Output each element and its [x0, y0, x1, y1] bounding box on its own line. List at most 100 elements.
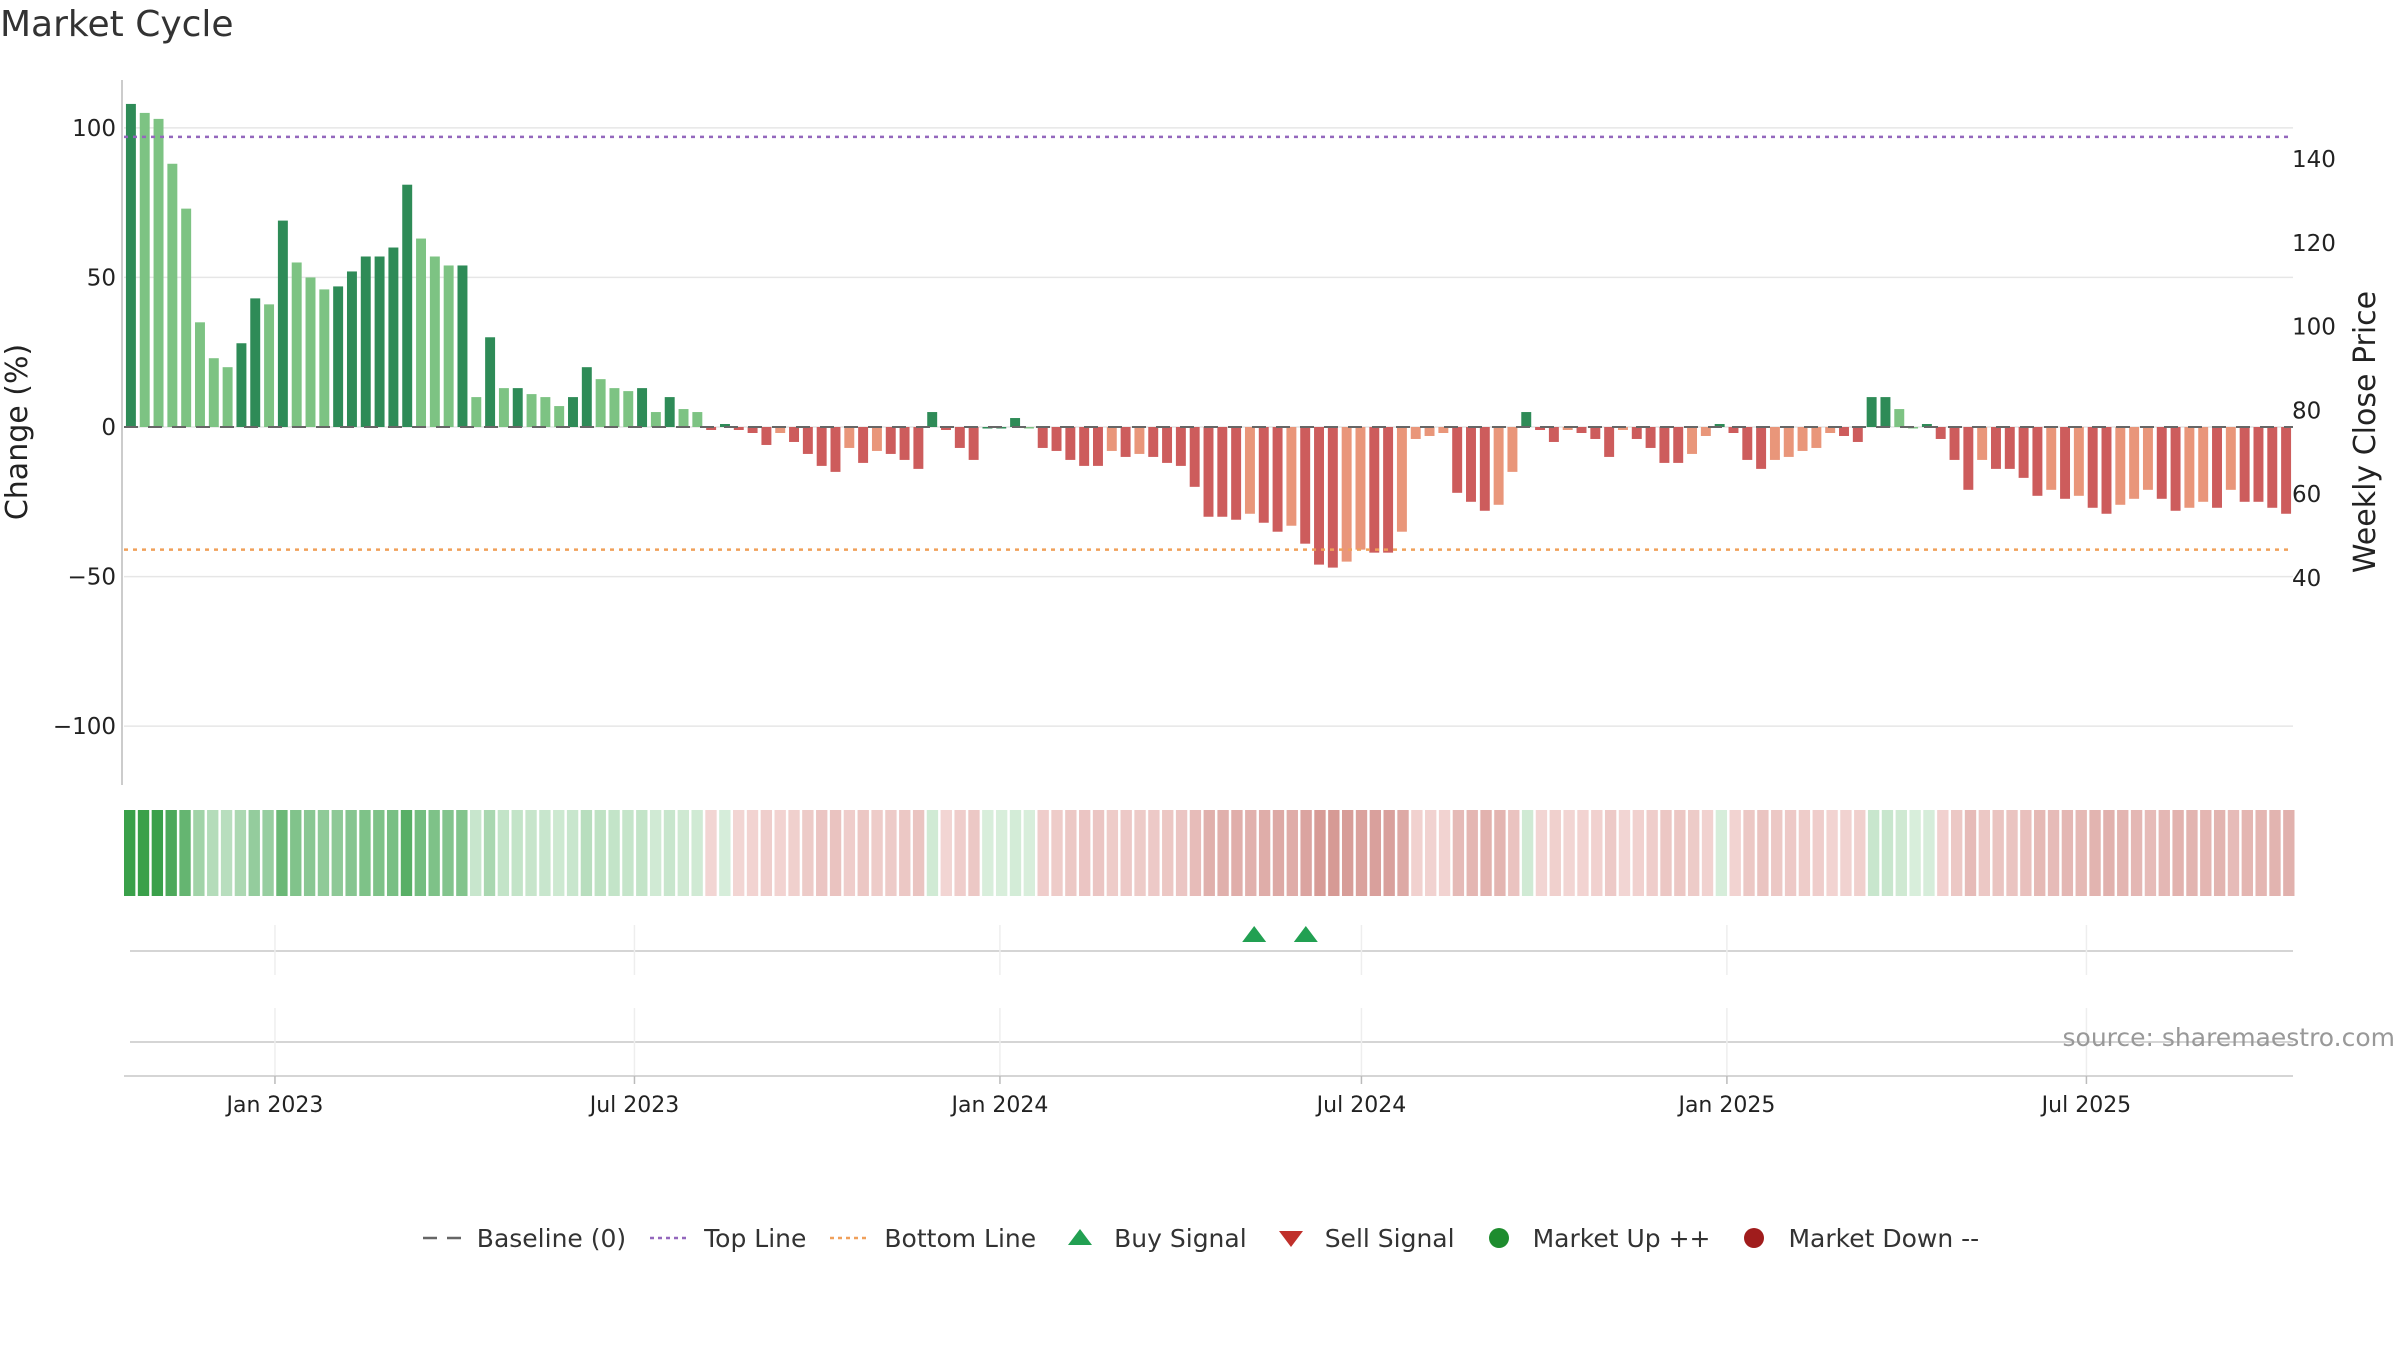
- heat-cell: [2061, 810, 2074, 896]
- heat-cell: [1162, 810, 1174, 896]
- heat-cell: [2241, 810, 2253, 896]
- change-bar: [1023, 427, 1034, 429]
- heat-cell: [1314, 810, 1326, 896]
- heat-cell: [982, 810, 994, 896]
- change-bar: [1507, 427, 1518, 472]
- change-bar: [982, 427, 993, 429]
- heat-cell: [179, 810, 191, 896]
- change-bar: [733, 427, 744, 430]
- change-bar: [954, 427, 965, 448]
- heat-cell: [1203, 810, 1215, 896]
- change-bar: [858, 427, 869, 463]
- heat-cell: [1950, 810, 1963, 896]
- heat-cell: [553, 810, 565, 896]
- change-bar: [2267, 427, 2278, 508]
- heat-cell: [1549, 810, 1561, 896]
- change-bar: [775, 427, 786, 433]
- change-bar: [2060, 427, 2071, 499]
- heat-cell: [539, 810, 551, 896]
- legend-label: Bottom Line: [884, 1223, 1037, 1253]
- change-bar: [1935, 427, 1946, 439]
- change-bar: [568, 397, 578, 428]
- y2-tick-label: 140: [2292, 147, 2336, 173]
- legend-label: Sell Signal: [1324, 1223, 1455, 1253]
- change-bar: [2087, 427, 2098, 508]
- heat-cell: [1674, 810, 1686, 896]
- change-bar: [2018, 427, 2029, 478]
- change-bar: [153, 118, 164, 428]
- heat-cell: [1840, 810, 1852, 896]
- change-bar: [125, 103, 136, 428]
- heat-cell: [1065, 810, 1077, 896]
- heat-cell: [1854, 810, 1866, 896]
- change-bar: [1051, 427, 1062, 451]
- change-bar: [1921, 424, 1932, 428]
- heat-cell: [649, 810, 662, 896]
- change-bar: [941, 427, 951, 430]
- heat-cell: [1106, 810, 1119, 896]
- heat-cell: [2089, 810, 2101, 896]
- legend: Baseline (0) Top Line Bottom Line Buy Signa…: [0, 1213, 2400, 1263]
- heat-cell: [2117, 810, 2129, 896]
- heat-cell: [2172, 810, 2184, 896]
- legend-item: Market Up ++: [1477, 1224, 1710, 1253]
- change-bar: [1424, 427, 1435, 436]
- change-bar: [498, 388, 509, 428]
- legend-label: Baseline (0): [476, 1223, 627, 1253]
- change-bar: [1811, 427, 1822, 448]
- change-bar: [333, 286, 344, 428]
- heat-cell: [1051, 810, 1063, 896]
- x-tick-label: Jul 2023: [588, 1093, 680, 1118]
- change-bar: [1742, 427, 1753, 460]
- heat-cell: [1535, 810, 1548, 896]
- change-bar: [830, 427, 841, 472]
- heat-cell: [622, 810, 634, 896]
- heat-cell: [2006, 810, 2018, 896]
- heat-cell: [1438, 810, 1451, 896]
- heat-cell: [1577, 810, 1589, 896]
- change-bar: [706, 427, 717, 430]
- heat-cell: [940, 810, 952, 896]
- heat-cell: [400, 810, 413, 896]
- heat-cell: [456, 810, 468, 896]
- change-bar: [1659, 427, 1670, 463]
- change-bar: [581, 367, 592, 428]
- change-bar: [374, 256, 385, 428]
- x-tick-label: Jan 2024: [949, 1093, 1048, 1118]
- heat-cell: [1120, 810, 1132, 896]
- legend-item: Market Down --: [1732, 1224, 1979, 1253]
- heat-cell: [1508, 810, 1520, 896]
- change-bar: [1258, 427, 1269, 523]
- change-bar: [1286, 427, 1297, 526]
- change-bar: [1410, 427, 1421, 439]
- legend-item: Sell Signal: [1269, 1224, 1455, 1253]
- heat-cell: [2213, 810, 2226, 896]
- heat-cell: [580, 810, 593, 896]
- heat-cell: [1867, 810, 1880, 896]
- change-bar: [1244, 427, 1255, 514]
- change-bar: [1728, 427, 1739, 433]
- heat-cell: [1480, 810, 1492, 896]
- change-bar: [1617, 427, 1628, 430]
- red-circle-icon: [1744, 1228, 1765, 1248]
- x-tick-label: Jan 2025: [1676, 1093, 1775, 1118]
- change-bar: [1327, 427, 1338, 568]
- heat-cell: [1978, 810, 1991, 896]
- change-bar: [2004, 427, 2015, 469]
- heat-cell: [1660, 810, 1672, 896]
- change-bar: [512, 388, 523, 428]
- heat-cell: [1411, 810, 1423, 896]
- heat-cell: [788, 810, 800, 896]
- y2-tick-label: 60: [2292, 482, 2321, 508]
- heat-cell: [1937, 810, 1949, 896]
- heat-cell: [2269, 810, 2281, 896]
- heat-cell: [1729, 810, 1741, 896]
- heat-cell: [1812, 810, 1824, 896]
- legend-label: Market Down --: [1788, 1223, 1980, 1253]
- baseline-swatch-icon: [422, 1236, 463, 1240]
- heat-cell: [746, 810, 759, 896]
- change-bar: [1866, 397, 1877, 428]
- heat-cell: [663, 810, 676, 896]
- change-bar: [2101, 427, 2112, 514]
- heat-strip: [124, 810, 2295, 896]
